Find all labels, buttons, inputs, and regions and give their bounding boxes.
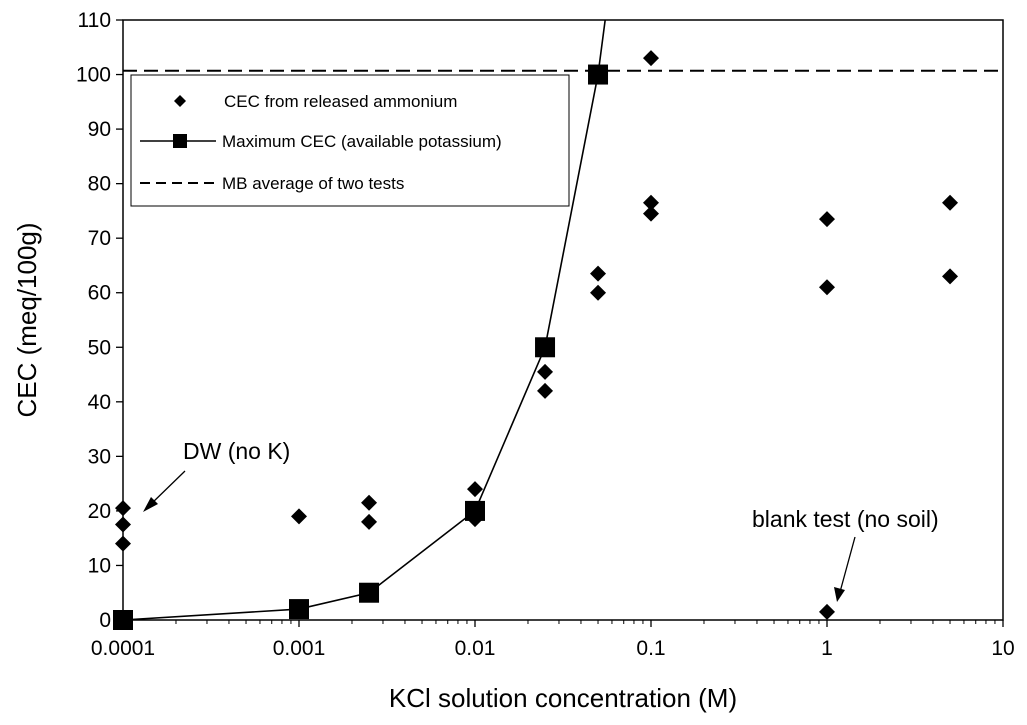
ammonium-cec-point: [819, 279, 835, 296]
y-tick-label: 80: [88, 173, 111, 196]
y-tick-label: 90: [88, 118, 111, 141]
max-cec-point: [535, 337, 556, 358]
x-tick-label: 10: [991, 637, 1014, 660]
max-cec-point: [113, 610, 133, 630]
ammonium-cec-point: [115, 500, 131, 517]
ammonium-cec-point: [942, 268, 959, 285]
legend-diamond-marker: [174, 95, 186, 107]
ammonium-cec-point: [537, 382, 554, 399]
y-tick-label: 0: [99, 609, 111, 632]
max-cec-point: [465, 500, 485, 521]
ammonium-cec-point: [361, 513, 378, 530]
y-tick-label: 70: [88, 227, 111, 250]
legend-label-ammonium: CEC from released ammonium: [224, 92, 457, 111]
y-axis-title: CEC (meq/100g): [12, 222, 42, 417]
x-tick-label: 0.001: [273, 637, 326, 660]
annotation-blank: blank test (no soil): [752, 506, 939, 532]
max-cec-point: [289, 599, 309, 620]
y-tick-label: 20: [88, 500, 111, 523]
ammonium-cec-point: [819, 211, 835, 228]
y-tick-label: 50: [88, 336, 111, 359]
annotation-blank-arrowhead: [834, 587, 845, 602]
y-tick-label: 40: [88, 391, 111, 414]
annotation-blank-arrow: [839, 536, 856, 593]
ammonium-cec-point: [819, 603, 835, 620]
ammonium-cec-point: [590, 284, 607, 301]
x-tick-label: 0.1: [636, 637, 665, 660]
legend-label-max-cec: Maximum CEC (available potassium): [222, 132, 502, 151]
annotation-dw-arrow: [149, 470, 186, 506]
ammonium-cec-point: [537, 363, 554, 380]
legend-square-marker: [173, 134, 187, 148]
x-tick-label: 0.01: [455, 637, 496, 660]
x-tick-label: 1: [821, 637, 833, 660]
x-tick-label: 0.0001: [91, 637, 155, 660]
y-tick-label: 100: [76, 64, 111, 87]
legend-label-mb: MB average of two tests: [222, 174, 404, 193]
ammonium-cec-point: [590, 265, 607, 282]
ammonium-cec-point: [115, 535, 131, 552]
ammonium-cec-point: [643, 194, 659, 211]
y-tick-label: 110: [78, 9, 111, 32]
annotation-dw: DW (no K): [183, 438, 290, 464]
ammonium-cec-point: [115, 516, 131, 533]
y-tick-label: 60: [88, 282, 111, 305]
ammonium-cec-point: [291, 508, 307, 525]
ammonium-cec-point: [361, 494, 378, 511]
x-axis-title: KCl solution concentration (M): [389, 683, 737, 713]
ammonium-cec-point: [467, 481, 483, 498]
ammonium-cec-point: [942, 194, 959, 211]
y-tick-label: 30: [88, 445, 111, 468]
y-tick-label: 10: [88, 554, 111, 577]
ammonium-cec-point: [643, 50, 659, 67]
annotation-dw-arrowhead: [143, 497, 158, 512]
marks: [113, 20, 1003, 630]
ammonium-cec-point: [643, 205, 659, 222]
max-cec-point: [588, 64, 609, 85]
max-cec-point: [359, 582, 380, 603]
legend: CEC from released ammonium Maximum CEC (…: [130, 74, 570, 207]
